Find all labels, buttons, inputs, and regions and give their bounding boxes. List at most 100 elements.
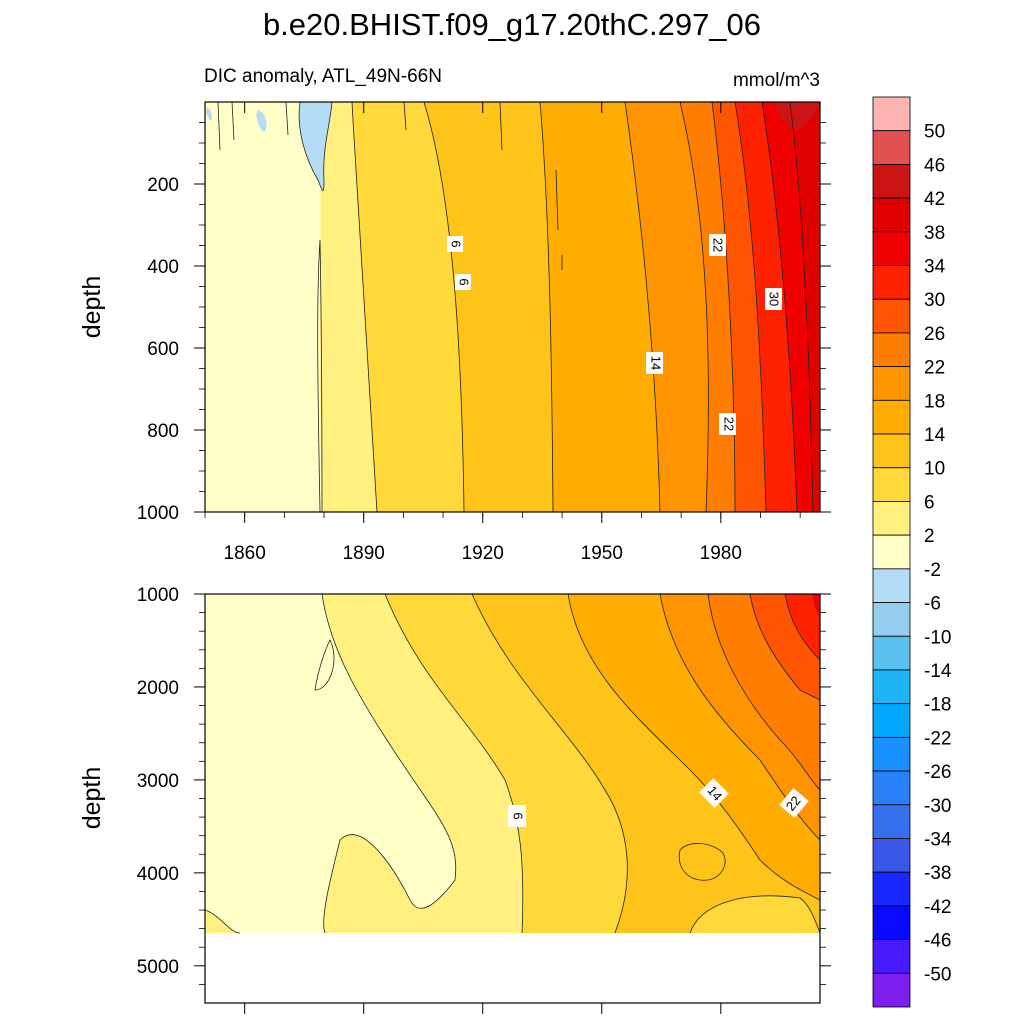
upper-y-tick-label: 800 bbox=[147, 421, 179, 442]
contour-label-upper-1: 6 bbox=[449, 240, 464, 247]
colorbar-swatch bbox=[872, 635, 911, 671]
colorbar-label: -18 bbox=[924, 695, 951, 716]
contour-label-upper-2: 6 bbox=[457, 278, 472, 285]
colorbar-label: -10 bbox=[924, 627, 951, 648]
lower-band-34 bbox=[785, 594, 820, 660]
colorbar-label: 34 bbox=[924, 257, 946, 278]
colorbar-label: -22 bbox=[924, 728, 951, 749]
colorbar-swatch bbox=[872, 736, 911, 772]
contour-label-upper-4: 30 bbox=[767, 292, 782, 306]
colorbar-label: -26 bbox=[924, 762, 951, 783]
colorbar-swatch bbox=[872, 399, 911, 435]
upper-y-tick-label: 400 bbox=[147, 257, 179, 278]
colorbar-label: -42 bbox=[924, 897, 951, 918]
lower-bottom-patch bbox=[690, 895, 820, 933]
colorbar-label: 38 bbox=[924, 223, 945, 244]
colorbar: 50 46 42 38 34 30 26 22 18 14 10 6 2 -2 -6 -10 -14 -18 -22… bbox=[872, 96, 952, 1008]
colorbar-label: 26 bbox=[924, 324, 945, 345]
upper-panel: 1860 1890 1920 1950 1980 200 400 600 800 1000 6 6… bbox=[78, 101, 831, 564]
colorbar-swatch bbox=[872, 433, 911, 469]
upper-blue-patch bbox=[299, 102, 332, 191]
colorbar-swatch bbox=[872, 703, 911, 738]
colorbar-label: 14 bbox=[924, 425, 946, 446]
colorbar-swatch bbox=[872, 871, 911, 907]
contour-label-upper-6: 22 bbox=[722, 417, 737, 431]
colorbar-label: -30 bbox=[924, 796, 951, 817]
upper-y-tick-label: 200 bbox=[147, 175, 179, 196]
lower-y-tick-label: 2000 bbox=[137, 678, 179, 699]
upper-x-tick-label: 1920 bbox=[462, 543, 504, 564]
colorbar-label: 42 bbox=[924, 189, 945, 210]
upper-blue-patch-2 bbox=[256, 110, 267, 132]
colorbar-label: -6 bbox=[924, 594, 941, 615]
upper-x-tick-label: 1860 bbox=[224, 543, 266, 564]
colorbar-swatch bbox=[872, 534, 911, 570]
colorbar-swatch bbox=[872, 501, 911, 536]
colorbar-label: 18 bbox=[924, 391, 945, 412]
colorbar-label: -34 bbox=[924, 829, 952, 850]
upper-y-tick-label: 1000 bbox=[137, 503, 179, 524]
lower-y-tick-label: 5000 bbox=[137, 957, 179, 978]
lower-ticks: 1000 2000 3000 4000 5000 bbox=[137, 585, 831, 1014]
upper-ticks: 1860 1890 1920 1950 1980 200 400 600 800 1000 bbox=[137, 102, 831, 564]
colorbar-swatch bbox=[872, 96, 911, 132]
colorbar-swatch bbox=[872, 467, 911, 502]
colorbar-swatch bbox=[872, 804, 911, 839]
colorbar-swatch bbox=[872, 265, 911, 300]
upper-blue-patch-3 bbox=[206, 108, 212, 121]
colorbar-swatch bbox=[872, 669, 911, 705]
contour-label-lower-1: 6 bbox=[511, 812, 526, 819]
lower-y-axis-label: depth bbox=[78, 767, 106, 830]
upper-x-tick-label: 1980 bbox=[700, 543, 742, 564]
colorbar-swatch bbox=[872, 332, 911, 368]
chart-title: b.e20.BHIST.f09_g17.20thC.297_06 bbox=[263, 7, 761, 42]
upper-contour-labels: 6 6 22 30 14 22 bbox=[447, 234, 782, 435]
colorbar-label: -14 bbox=[924, 661, 952, 682]
lower-band-38 bbox=[812, 594, 820, 618]
colorbar-label: 6 bbox=[924, 492, 935, 513]
lower-bottom-patch-2 bbox=[373, 914, 390, 933]
lower-band-18-patch bbox=[679, 843, 726, 881]
colorbar-swatch bbox=[872, 939, 911, 974]
colorbar-label: 50 bbox=[924, 122, 945, 143]
colorbar-swatch bbox=[872, 366, 911, 401]
chart-subtitle-left: DIC anomaly, ATL_49N-66N bbox=[204, 66, 442, 87]
colorbar-swatch bbox=[872, 838, 911, 873]
upper-dark-patch bbox=[772, 102, 820, 131]
colorbar-swatch bbox=[872, 298, 911, 334]
colorbar-swatch bbox=[872, 231, 911, 266]
lower-band-6-left bbox=[205, 910, 240, 933]
upper-band-42 bbox=[790, 102, 820, 512]
lower-no-data-area bbox=[205, 933, 820, 1003]
colorbar-swatch bbox=[872, 130, 911, 165]
colorbar-swatch bbox=[872, 905, 911, 940]
colorbar-swatch bbox=[872, 164, 911, 199]
colorbar-swatch bbox=[872, 602, 911, 637]
upper-x-tick-label: 1950 bbox=[581, 543, 623, 564]
upper-x-tick-label: 1890 bbox=[343, 543, 385, 564]
lower-panel: 1000 2000 3000 4000 5000 6 14 22 depth bbox=[78, 585, 831, 1014]
colorbar-label: 22 bbox=[924, 358, 945, 379]
colorbar-label: 10 bbox=[924, 459, 945, 480]
colorbar-label: -38 bbox=[924, 863, 951, 884]
colorbar-swatch bbox=[872, 972, 911, 1008]
lower-y-tick-label: 4000 bbox=[137, 864, 179, 885]
colorbar-label: 30 bbox=[924, 290, 945, 311]
lower-y-tick-label: 3000 bbox=[137, 771, 179, 792]
contour-label-upper-3: 22 bbox=[711, 238, 726, 252]
colorbar-label: -50 bbox=[924, 964, 951, 985]
upper-y-tick-label: 600 bbox=[147, 339, 179, 360]
upper-y-axis-label: depth bbox=[78, 276, 106, 339]
colorbar-swatch bbox=[872, 568, 911, 603]
colorbar-label: -2 bbox=[924, 560, 941, 581]
colorbar-label: 46 bbox=[924, 155, 945, 176]
colorbar-label: 2 bbox=[924, 526, 935, 547]
chart-units: mmol/m^3 bbox=[733, 70, 820, 91]
colorbar-swatch bbox=[872, 770, 911, 806]
contour-label-upper-5: 14 bbox=[649, 356, 664, 370]
lower-contour-labels: 6 14 22 bbox=[508, 778, 809, 827]
colorbar-swatch bbox=[872, 197, 911, 233]
colorbar-label: -46 bbox=[924, 931, 951, 952]
lower-y-tick-label: 1000 bbox=[137, 585, 179, 606]
